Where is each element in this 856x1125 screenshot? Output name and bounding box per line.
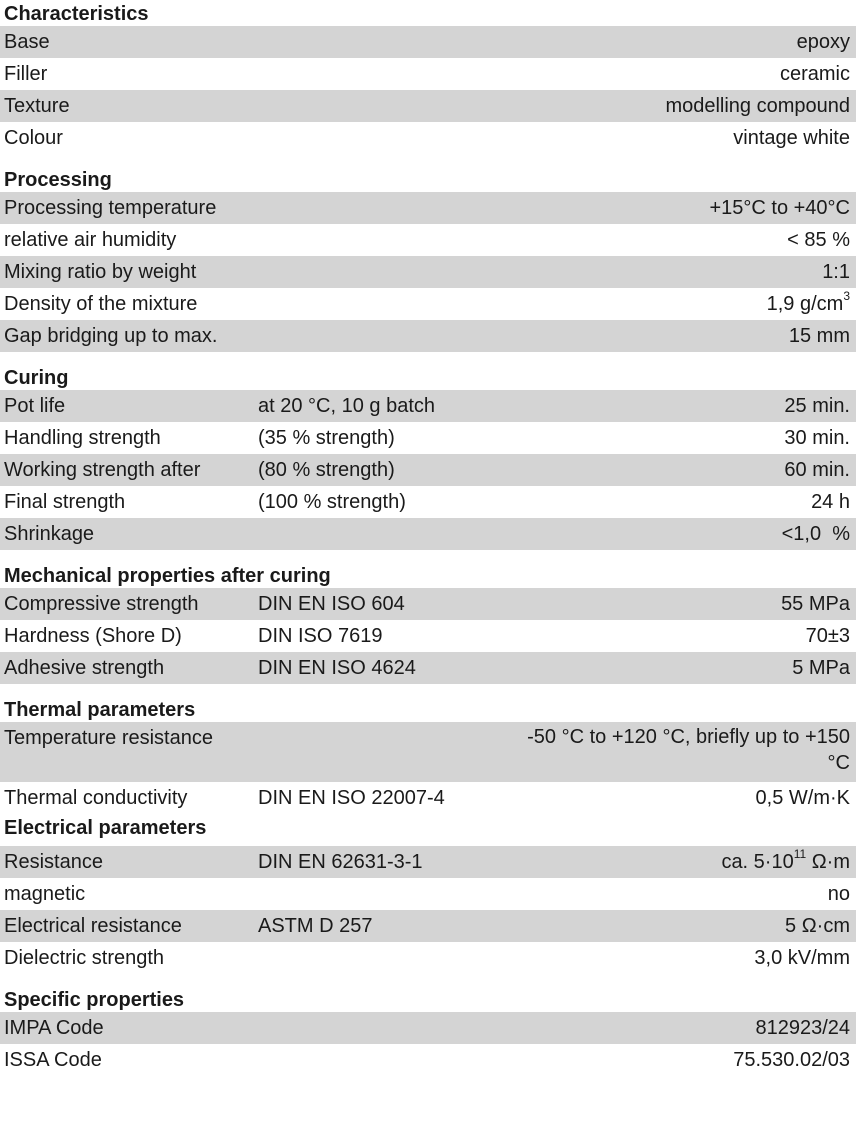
row-label: Temperature resistance: [4, 727, 213, 749]
table-row: Texture modelling compound: [0, 90, 856, 122]
row-label: IMPA Code: [4, 1017, 104, 1039]
section-title-processing: Processing: [4, 169, 112, 191]
table-row: Base epoxy: [0, 26, 856, 58]
row-label: magnetic: [4, 883, 86, 905]
row-value: epoxy: [796, 31, 850, 53]
row-condition: DIN EN ISO 604: [258, 593, 405, 615]
row-label: Texture: [4, 95, 70, 117]
row-value: 5 MPa: [792, 657, 850, 679]
table-row: IMPA Code 812923/24: [0, 1012, 856, 1044]
row-label: Gap bridging up to max.: [4, 325, 218, 347]
row-label: Pot life: [4, 395, 66, 417]
row-label: Compressive strength: [4, 593, 199, 615]
table-row: Compressive strength DIN EN ISO 604 55 M…: [0, 588, 856, 620]
row-label: Hardness (Shore D): [4, 625, 182, 647]
row-value: ca. 5·1011 Ω·m: [721, 846, 850, 878]
row-value: 0,5 W/m·K: [755, 787, 850, 809]
value-superscript: 3: [843, 289, 850, 304]
row-value: 55 MPa: [781, 593, 850, 615]
row-label: Density of the mixture: [4, 293, 198, 315]
row-value: 75.530.02/03: [733, 1049, 850, 1071]
table-row: magnetic no: [0, 878, 856, 910]
row-value: ceramic: [779, 63, 850, 85]
table-row: Dielectric strength 3,0 kV/mm: [0, 942, 856, 974]
row-value: 24 h: [811, 491, 850, 513]
row-value: < 85 %: [787, 229, 850, 251]
row-label: ISSA Code: [4, 1049, 102, 1071]
section-title-characteristics: Characteristics: [4, 3, 149, 25]
row-value: 3,0 kV/mm: [754, 947, 850, 969]
row-condition: (80 % strength): [258, 459, 395, 481]
value-superscript: 11: [793, 847, 807, 862]
table-row: Density of the mixture 1,9 g/cm3: [0, 288, 856, 320]
row-label: Final strength: [4, 491, 126, 513]
row-label: Shrinkage: [4, 523, 95, 545]
table-row: Working strength after (80 % strength) 6…: [0, 454, 856, 486]
table-row: Electrical resistance ASTM D 257 5 Ω·cm: [0, 910, 856, 942]
row-label: Base: [4, 31, 50, 53]
row-value: vintage white: [733, 127, 850, 149]
row-value: -50 °C to +120 °C, briefly up to +150 °C: [527, 726, 850, 774]
value-text: 1,9 g/cm: [766, 293, 844, 315]
row-label: Mixing ratio by weight: [4, 261, 197, 283]
table-row: relative air humidity < 85 %: [0, 224, 856, 256]
row-value: 60 min.: [784, 459, 850, 481]
table-row: Pot life at 20 °C, 10 g batch 25 min.: [0, 390, 856, 422]
row-condition: DIN EN ISO 4624: [258, 657, 416, 679]
row-condition: DIN EN 62631-3-1: [258, 851, 423, 873]
section-title-mechanical: Mechanical properties after curing: [4, 565, 331, 587]
row-value: 812923/24: [755, 1017, 850, 1039]
table-row: Processing temperature +15°C to +40°C: [0, 192, 856, 224]
row-condition: (35 % strength): [258, 427, 395, 449]
row-label: Resistance: [4, 851, 103, 873]
row-label: Thermal conductivity: [4, 787, 188, 809]
row-label: Filler: [4, 63, 48, 85]
row-value: +15°C to +40°C: [709, 197, 850, 219]
row-value: 1:1: [822, 261, 850, 283]
row-value: no: [827, 883, 850, 905]
section-title-electrical: Electrical parameters: [4, 817, 207, 839]
row-label: Handling strength: [4, 427, 161, 449]
table-row: Temperature resistance -50 °C to +120 °C…: [0, 722, 856, 782]
table-row: Gap bridging up to max. 15 mm: [0, 320, 856, 352]
row-condition: DIN EN ISO 22007-4: [258, 787, 445, 809]
row-label: Adhesive strength: [4, 657, 165, 679]
row-label: Processing temperature: [4, 197, 217, 219]
table-row: Adhesive strength DIN EN ISO 4624 5 MPa: [0, 652, 856, 684]
row-condition: DIN ISO 7619: [258, 625, 383, 647]
row-label: Electrical resistance: [4, 915, 182, 937]
value-suffix: Ω·m: [806, 851, 850, 873]
table-row: Hardness (Shore D) DIN ISO 7619 70±3: [0, 620, 856, 652]
row-value: 5 Ω·cm: [785, 915, 850, 937]
datasheet: Characteristics Base epoxy Filler cerami…: [0, 3, 856, 1076]
row-label: Working strength after: [4, 459, 201, 481]
row-value: 70±3: [805, 625, 850, 647]
row-condition: (100 % strength): [258, 491, 406, 513]
row-condition: at 20 °C, 10 g batch: [258, 395, 436, 417]
section-title-thermal: Thermal parameters: [4, 699, 196, 721]
row-value: modelling compound: [665, 95, 850, 117]
row-condition: ASTM D 257: [258, 915, 373, 937]
row-value: 30 min.: [784, 427, 850, 449]
table-row: Mixing ratio by weight 1:1: [0, 256, 856, 288]
row-value: 25 min.: [784, 395, 850, 417]
table-row: Filler ceramic: [0, 58, 856, 90]
table-row: Shrinkage <1,0 %: [0, 518, 856, 550]
table-row: Resistance DIN EN 62631-3-1 ca. 5·1011 Ω…: [0, 846, 856, 878]
section-title-curing: Curing: [4, 367, 69, 389]
table-row: Final strength (100 % strength) 24 h: [0, 486, 856, 518]
table-row: ISSA Code 75.530.02/03: [0, 1044, 856, 1076]
table-row: Handling strength (35 % strength) 30 min…: [0, 422, 856, 454]
table-row: Thermal conductivity DIN EN ISO 22007-4 …: [0, 782, 856, 814]
section-title-specific: Specific properties: [4, 989, 185, 1011]
row-label: relative air humidity: [4, 229, 177, 251]
table-row: Colour vintage white: [0, 122, 856, 154]
row-value: 1,9 g/cm3: [767, 288, 850, 320]
row-label: Dielectric strength: [4, 947, 165, 969]
row-value: 15 mm: [788, 325, 850, 347]
row-value: <1,0 %: [781, 523, 850, 545]
value-text: ca. 5·10: [721, 851, 794, 873]
row-label: Colour: [4, 127, 63, 149]
